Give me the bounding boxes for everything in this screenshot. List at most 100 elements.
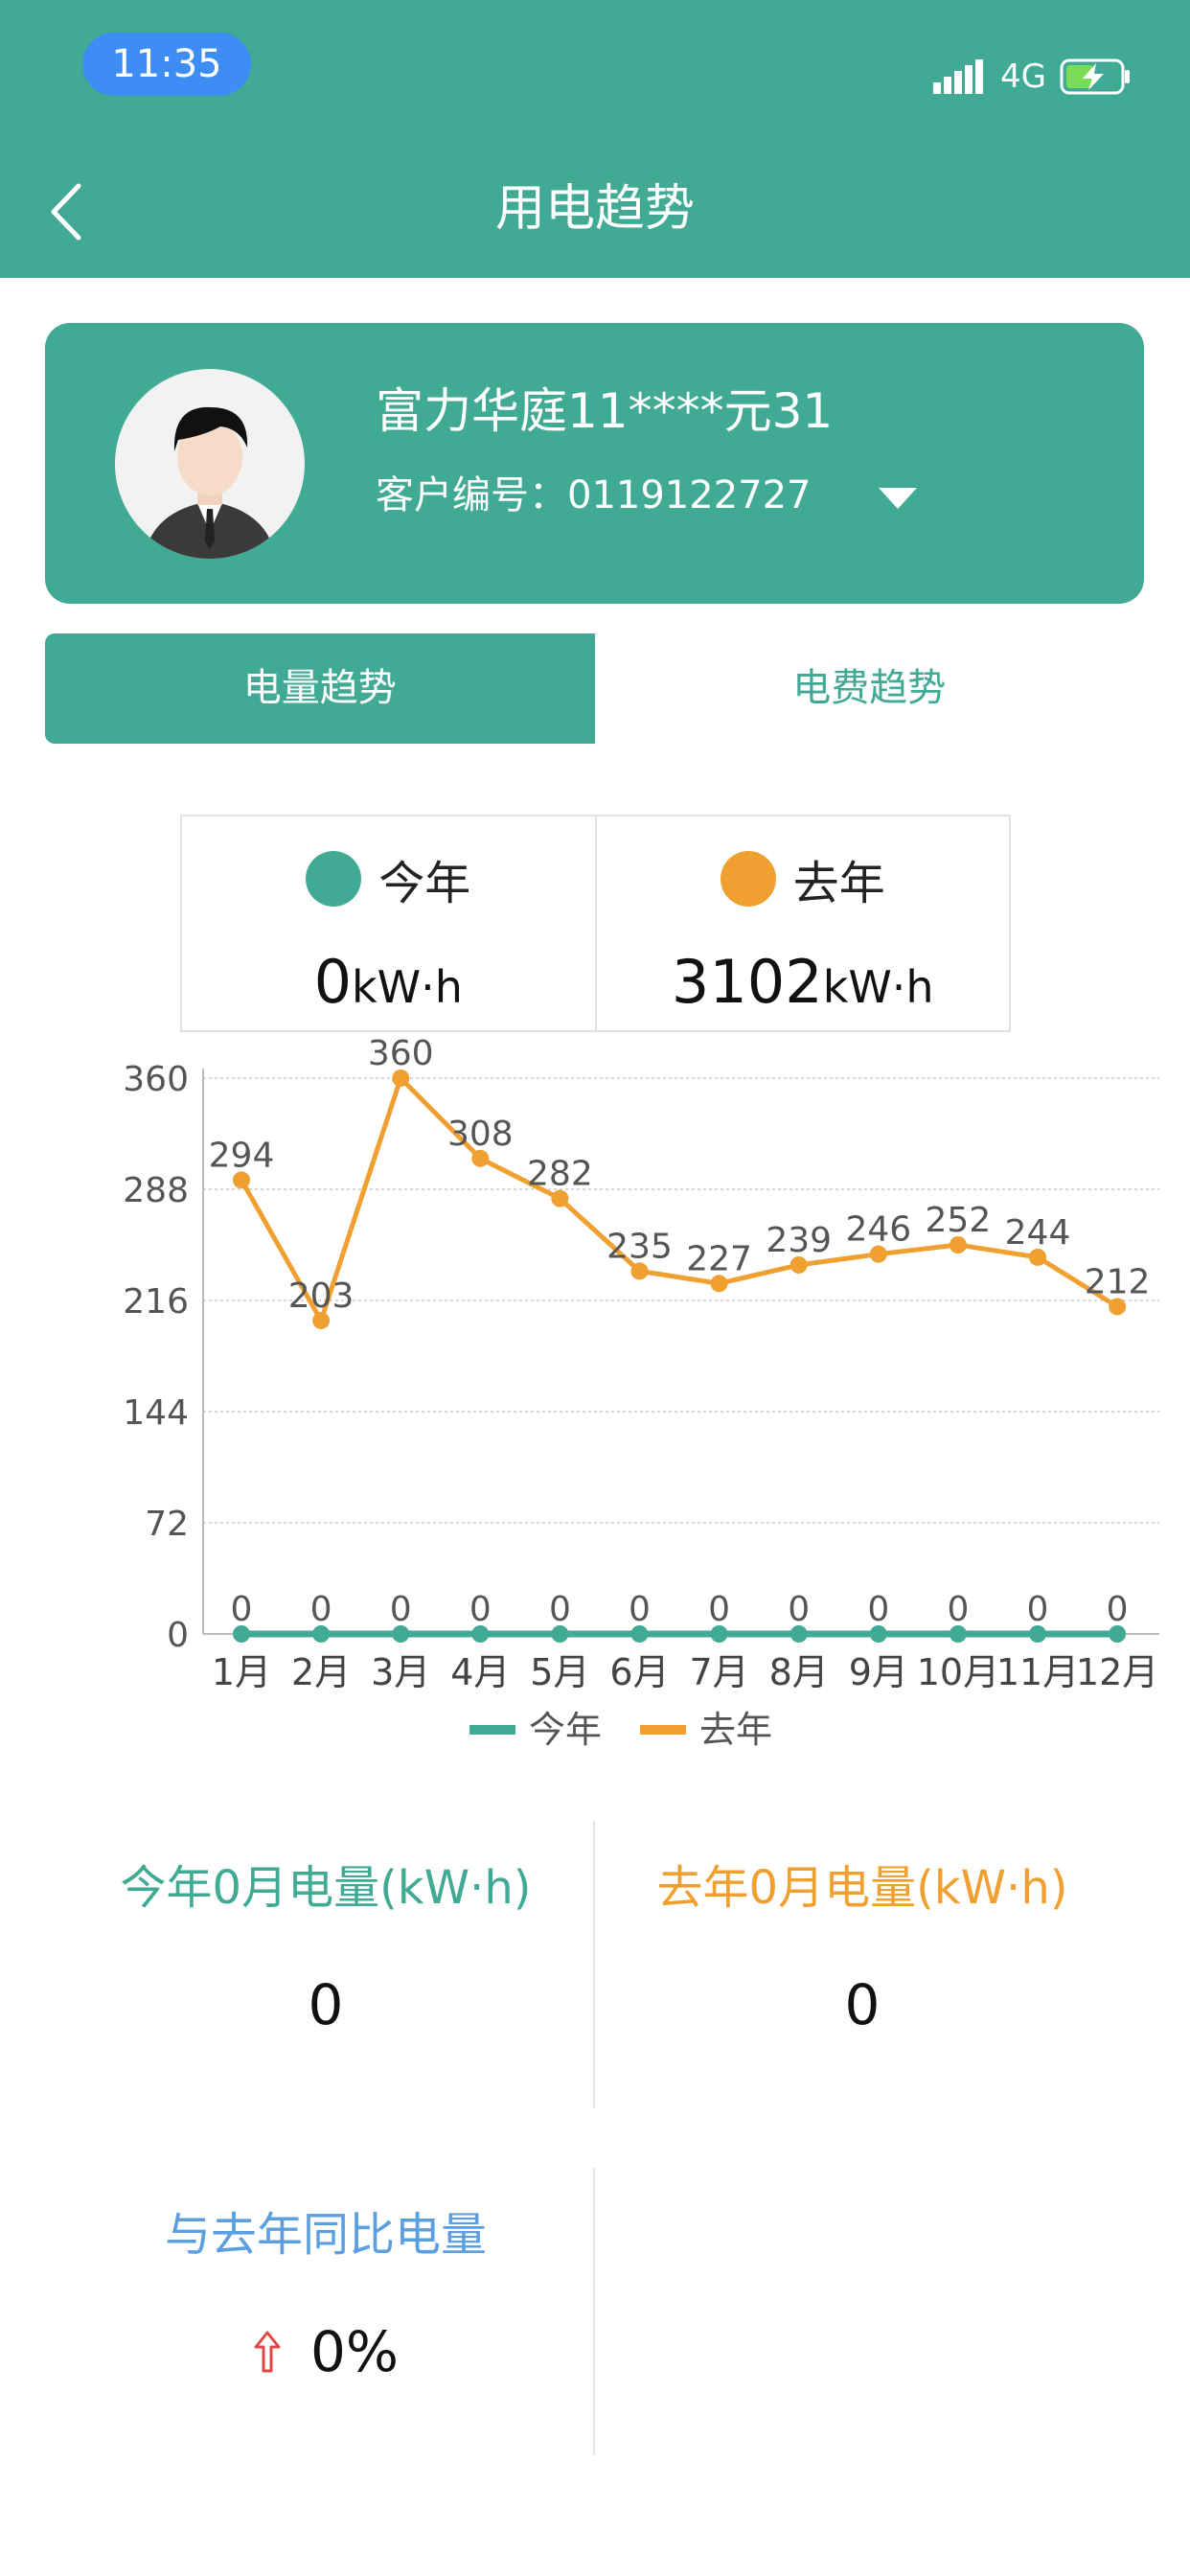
data-label: 244 [1005,1213,1071,1253]
user-avatar-icon [144,406,276,559]
status-indicators: 4G [933,50,1133,104]
app-header: 11:35 4G 用电趋势 [0,0,1190,278]
battery-charging-icon [1060,58,1130,95]
data-point [1029,1625,1046,1643]
status-time: 11:35 [82,33,251,96]
summary-this-year: 今年 0kW·h [182,816,595,1030]
data-label: 0 [549,1590,571,1629]
x-tick-label: 1月 [212,1651,271,1693]
divider [593,1821,595,2108]
caret-down-icon[interactable] [877,484,919,513]
signal-icon [933,59,984,94]
tab-cost-trend[interactable]: 电费趋势 [594,633,1144,744]
usage-summary: 今年 0kW·h 去年 3102kW·h [180,815,1011,1032]
avatar [115,369,305,559]
data-label: 0 [867,1590,889,1629]
x-tick-label: 10月 [917,1651,999,1693]
data-point [949,1236,967,1254]
data-point [312,1311,331,1329]
last-month-value: 0 [844,1972,881,2037]
data-point [1109,1298,1127,1316]
y-tick-label: 360 [123,1060,189,1099]
data-label: 0 [629,1590,651,1629]
monthly-stats: 今年0月电量(kW·h) 0 去年0月电量(kW·h) 0 与去年同比电量 [0,1821,1190,2455]
last-month-title: 去年0月电量(kW·h) [656,1861,1068,1915]
account-name: 富力华庭11****元31 [376,383,834,439]
y-tick-label: 144 [123,1393,189,1433]
data-label: 246 [845,1210,911,1250]
last-year-value: 3102 [671,947,823,1017]
this-year-dot [306,851,362,907]
data-point [949,1625,967,1643]
x-tick-label: 8月 [769,1651,829,1693]
this-year-value: 0 [313,947,353,1017]
data-label: 252 [926,1201,992,1240]
y-tick-label: 72 [145,1505,189,1544]
trend-tabs: 电量趋势 电费趋势 [45,633,1144,744]
data-label: 0 [469,1590,492,1629]
yoy-value-row: 0% [57,2319,594,2384]
data-point [790,1255,808,1274]
data-label: 282 [527,1155,593,1194]
last-year-label: 去年 [792,857,885,910]
y-tick-label: 0 [167,1616,189,1655]
data-point [551,1189,569,1208]
data-label: 0 [390,1590,412,1629]
data-point [551,1625,569,1643]
tab-electricity-trend[interactable]: 电量趋势 [45,633,595,744]
page-title: 用电趋势 [494,180,695,238]
last-year-dot [720,851,776,907]
x-tick-label: 3月 [371,1651,430,1693]
series-line-last-year [239,1075,1119,1323]
data-point [630,1625,649,1643]
data-label: 0 [231,1590,253,1629]
x-tick-label: 11月 [996,1651,1079,1693]
data-label: 308 [447,1115,514,1154]
y-tick-label: 288 [123,1171,189,1210]
arrow-up-icon [254,2331,281,2373]
legend-label: 去年 [699,1709,772,1751]
data-point [471,1149,490,1167]
legend-label: 今年 [529,1709,602,1751]
yoy-title: 与去年同比电量 [164,2208,487,2262]
data-point [710,1275,728,1293]
divider [593,2168,595,2455]
data-point [790,1625,808,1643]
data-point [392,1625,410,1643]
summary-last-year: 去年 3102kW·h [594,816,1010,1030]
x-tick-label: 4月 [450,1651,510,1693]
customer-number: 客户编号：0119122727 [376,473,812,518]
data-point [233,1171,250,1189]
data-label: 235 [606,1227,673,1266]
data-label: 0 [708,1590,730,1629]
data-label: 294 [209,1136,275,1175]
data-point [630,1262,649,1280]
this-month-value: 0 [308,1972,344,2037]
x-tick-label: 2月 [291,1651,351,1693]
data-point [312,1625,331,1643]
data-label: 227 [686,1239,752,1278]
data-point [869,1245,887,1263]
data-point [233,1625,250,1643]
yoy-value: 0% [309,2319,399,2384]
legend-swatch [640,1725,686,1735]
data-point [710,1625,728,1643]
data-point [1029,1248,1046,1266]
legend-swatch [469,1725,515,1735]
data-label: 203 [288,1276,355,1316]
data-point [1109,1625,1127,1643]
data-point [869,1625,887,1643]
data-label: 0 [1107,1590,1129,1629]
x-tick-label: 5月 [530,1651,589,1693]
network-type: 4G [1000,58,1046,96]
data-label: 212 [1085,1262,1151,1301]
back-icon[interactable] [42,178,100,245]
this-year-unit: kW·h [352,961,463,1013]
account-card: 富力华庭11****元31 客户编号：0119122727 [45,323,1144,604]
data-label: 0 [788,1590,810,1629]
data-point [471,1625,490,1643]
x-tick-label: 12月 [1076,1651,1158,1693]
x-tick-label: 9月 [849,1651,908,1693]
y-tick-label: 216 [123,1282,189,1322]
data-label: 0 [310,1590,332,1629]
